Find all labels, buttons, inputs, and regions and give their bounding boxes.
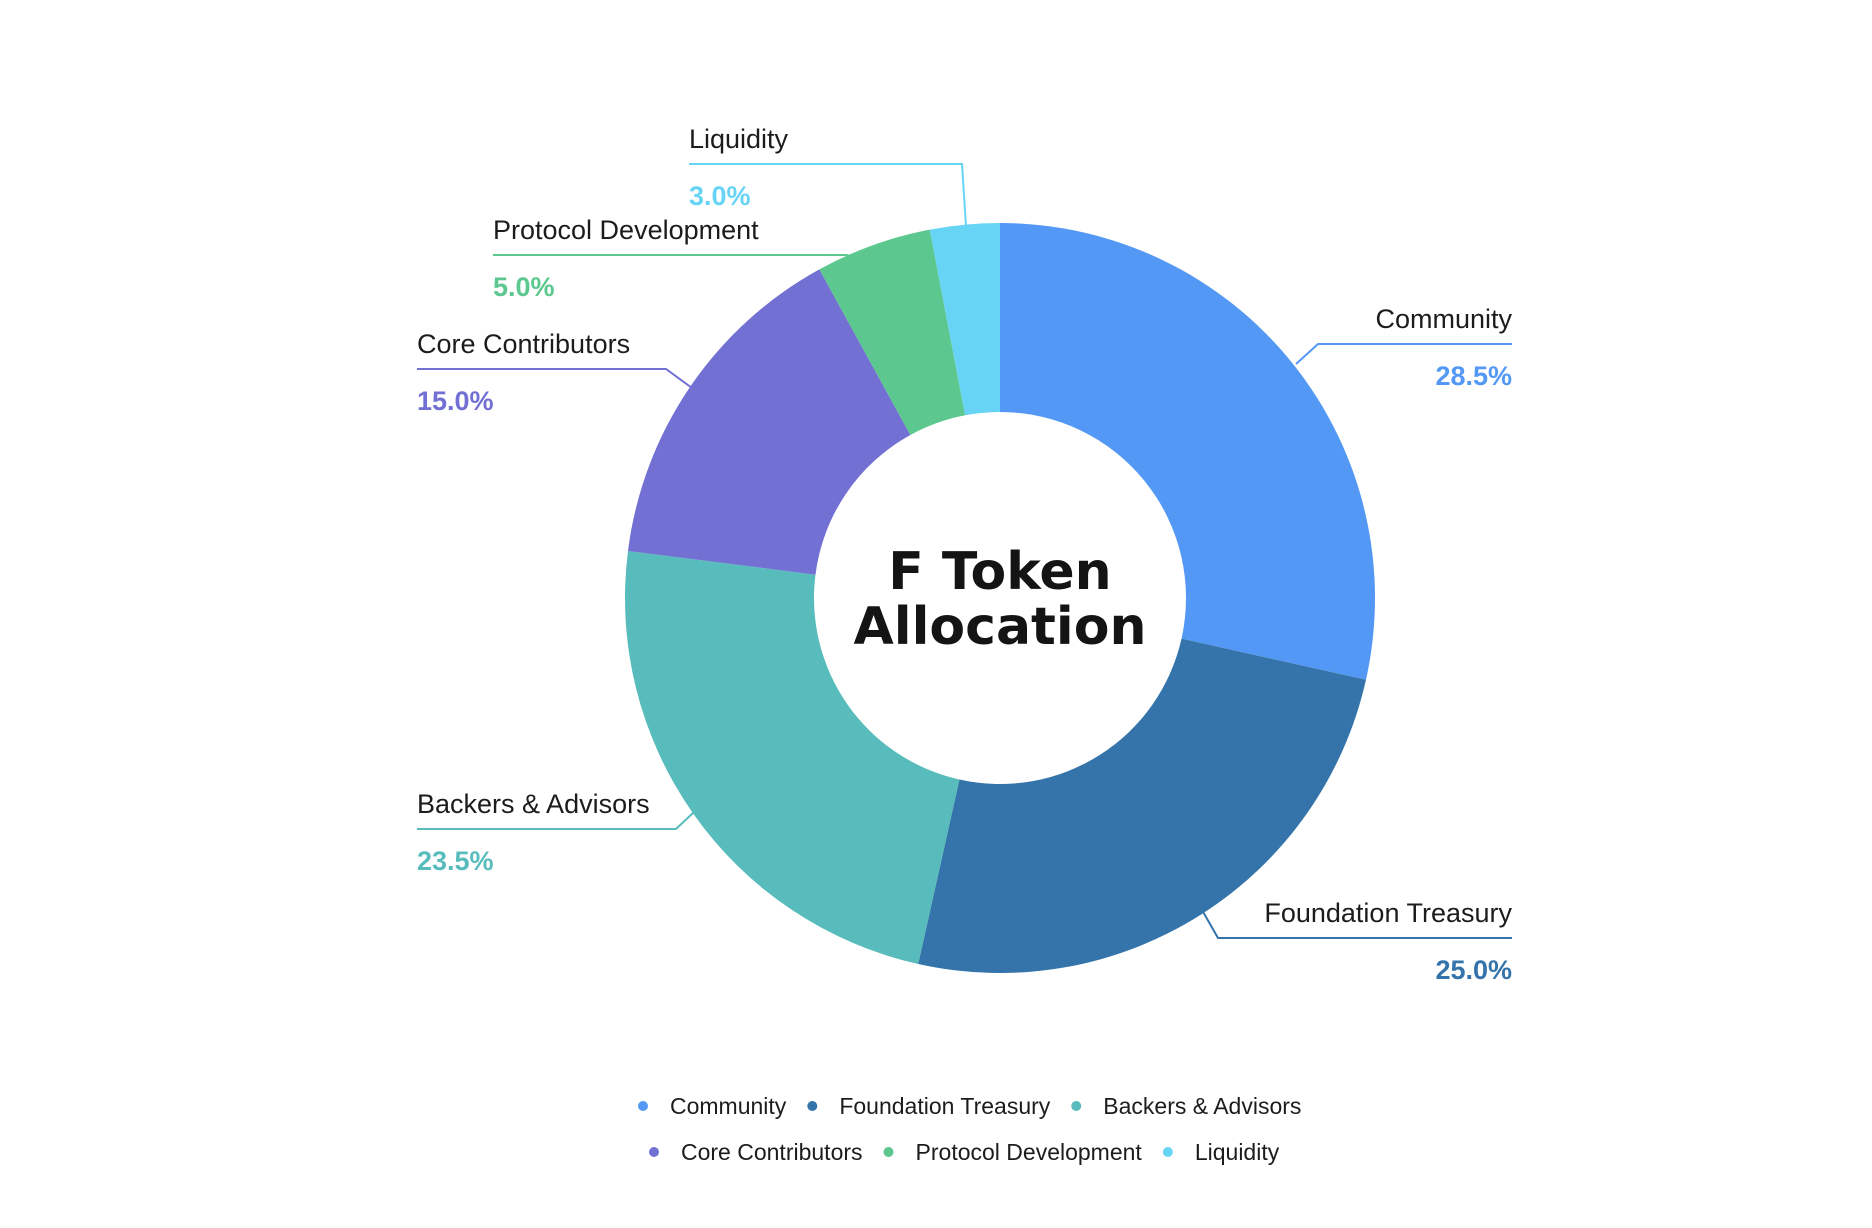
leader-line-liquidity	[689, 163, 967, 227]
label-community: Community	[1375, 304, 1512, 334]
donut-slices	[625, 223, 1376, 974]
legend-marker-foundation-treasury	[807, 1101, 818, 1111]
label-protocol-development: Protocol Development	[493, 215, 759, 245]
center-title-line-1: F Token	[888, 542, 1111, 602]
legend-item-liquidity: Liquidity	[1195, 1139, 1280, 1165]
center-title-line-2: Allocation	[854, 597, 1147, 657]
leader-line-core-contributors	[417, 368, 693, 389]
legend: Community Foundation Treasury Backers & Ad…	[638, 1093, 1301, 1165]
legend-marker-community	[638, 1101, 648, 1111]
value-label-foundation-treasury: 25.0%	[1435, 955, 1512, 985]
center-title: F Token Allocation	[854, 542, 1147, 657]
value-label-liquidity: 3.0%	[689, 181, 751, 211]
slice-core-contributors	[627, 269, 911, 575]
leader-line-backers-and-advisors	[417, 811, 695, 830]
value-label-core-contributors: 15.0%	[417, 386, 494, 416]
label-liquidity: Liquidity	[689, 124, 789, 154]
leader-line-foundation-treasury	[1201, 909, 1512, 939]
legend-item-foundation-treasury: Foundation Treasury	[839, 1093, 1050, 1119]
legend-marker-liquidity	[1162, 1147, 1173, 1157]
value-label-protocol-development: 5.0%	[493, 272, 555, 302]
leader-line-protocol-development	[493, 254, 867, 259]
legend-marker-backers-and-advisors	[1071, 1101, 1082, 1111]
slice-community	[1000, 223, 1376, 680]
slice-foundation-treasury	[918, 638, 1366, 974]
label-backers-and-advisors: Backers & Advisors	[417, 789, 650, 819]
slice-labels: Community 28.5% Foundation Treasury 25.0% Ba…	[417, 124, 1513, 985]
legend-item-core-contributors: Core Contributors	[681, 1139, 863, 1165]
legend-marker-protocol-development	[883, 1147, 894, 1157]
label-leader-lines	[417, 163, 1512, 939]
slice-backers-and-advisors	[625, 551, 960, 964]
legend-item-protocol-development: Protocol Development	[916, 1139, 1143, 1165]
legend-marker-core-contributors	[649, 1147, 659, 1157]
leader-line-community	[1295, 343, 1512, 365]
legend-item-community: Community	[670, 1093, 787, 1119]
legend-item-backers-and-advisors: Backers & Advisors	[1103, 1093, 1301, 1119]
value-label-community: 28.5%	[1435, 361, 1512, 391]
label-core-contributors: Core Contributors	[417, 329, 630, 359]
slice-liquidity	[929, 223, 1000, 416]
label-foundation-treasury: Foundation Treasury	[1264, 898, 1512, 928]
value-label-backers-and-advisors: 23.5%	[417, 846, 494, 876]
slice-protocol-development	[819, 229, 966, 436]
